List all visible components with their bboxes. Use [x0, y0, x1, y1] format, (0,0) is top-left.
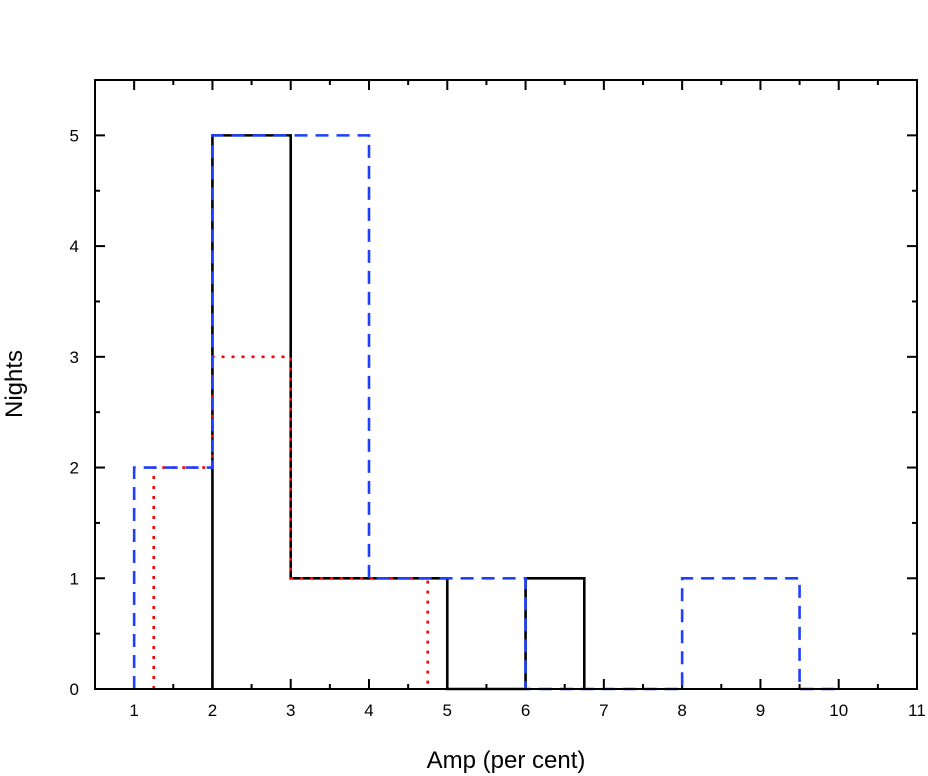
x-tick-label: 10 [829, 701, 848, 720]
y-tick-label: 0 [70, 680, 79, 699]
x-tick-label: 6 [521, 701, 530, 720]
y-tick-label: 2 [70, 459, 79, 478]
y-axis-label: Nights [1, 350, 28, 418]
x-tick-label: 11 [908, 701, 926, 720]
plot-frame [94, 79, 918, 690]
x-tick-label: 7 [599, 701, 608, 720]
x-tick-label: 4 [364, 701, 373, 720]
y-tick-label: 1 [70, 569, 79, 588]
axis-ticks [94, 79, 918, 690]
histogram-series-solid [211, 134, 586, 691]
x-tick-label: 2 [208, 701, 217, 720]
x-tick-label: 3 [286, 701, 295, 720]
x-tick-label: 8 [677, 701, 686, 720]
x-tick-label: 5 [443, 701, 452, 720]
x-tick-label: 9 [756, 701, 765, 720]
histogram-series-dashed [132, 134, 839, 691]
y-tick-label: 3 [70, 348, 79, 367]
x-tick-label: 1 [129, 701, 138, 720]
x-tick-labels: 1 2 3 4 5 6 7 8 9 10 11 [129, 701, 925, 720]
x-axis-label: Amp (per cent) [427, 747, 586, 774]
y-tick-label: 5 [70, 126, 79, 145]
series-layer [132, 134, 839, 691]
histogram-series-dotted [152, 355, 430, 689]
y-tick-labels: 0 1 2 3 4 5 [70, 126, 79, 699]
y-tick-label: 4 [70, 237, 79, 256]
